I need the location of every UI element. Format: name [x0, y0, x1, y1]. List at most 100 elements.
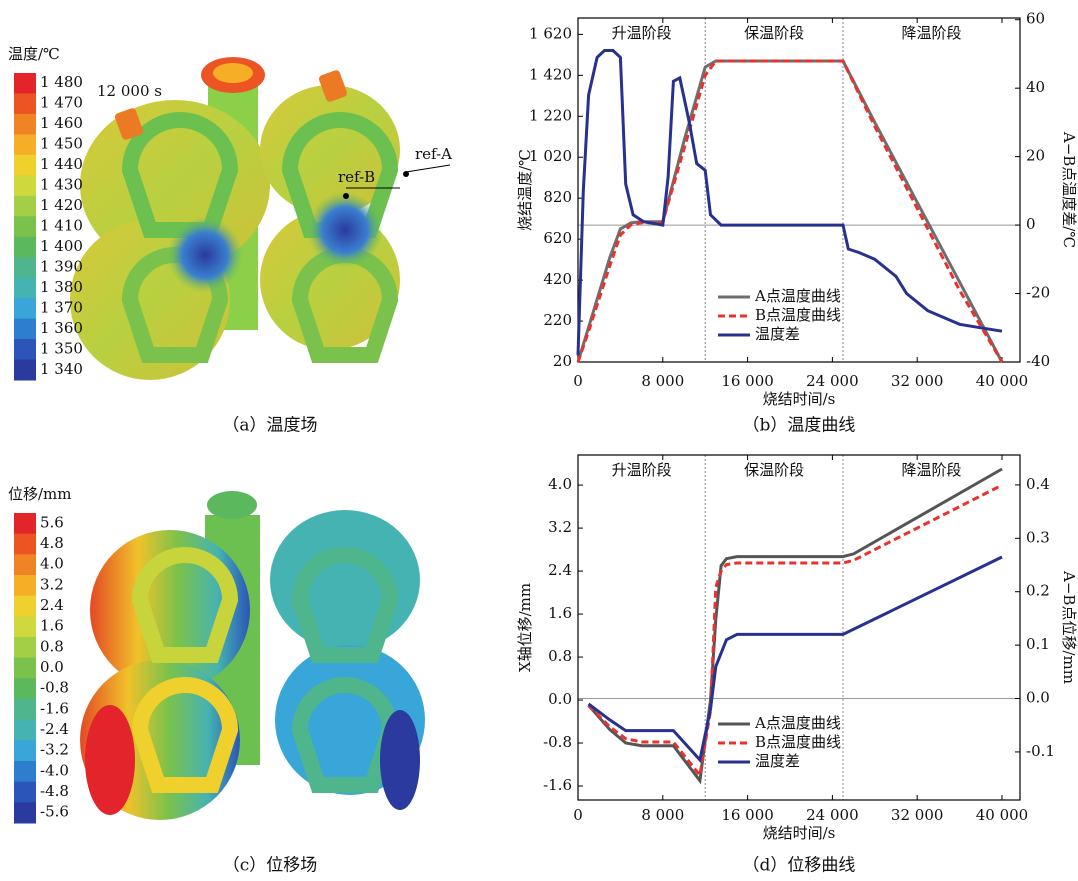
y-tick-label: 220	[543, 311, 572, 329]
colorbar-title: 位移/mm	[8, 485, 72, 503]
x-tick-label: 0	[573, 372, 583, 390]
y-tick-label: 20	[553, 352, 572, 370]
legend-label: A点温度曲线	[754, 714, 841, 732]
y-tick-label: 0.8	[548, 647, 572, 665]
colorbar-tick-label: 1 460	[40, 114, 83, 132]
y-tick-label: -0.8	[543, 733, 572, 751]
colorbar-tick-label: 0.8	[40, 637, 64, 655]
y-tick-label: 4.0	[548, 475, 572, 493]
colorbar-swatch	[14, 678, 36, 699]
colorbar-swatch	[14, 257, 36, 278]
colorbar-swatch	[14, 720, 36, 741]
phase-label: 降温阶段	[901, 24, 961, 42]
colorbar-swatch	[14, 155, 36, 176]
y-tick-label: 1 020	[529, 147, 572, 165]
colorbar-tick-label: 1 410	[40, 217, 83, 235]
colorbar-swatch	[14, 802, 36, 823]
caption: （a）温度场	[222, 416, 317, 436]
y2-tick-label: 0	[1026, 215, 1036, 233]
colorbar-tick-label: 1 470	[40, 94, 83, 112]
colorbar-tick-label: 1 350	[40, 339, 83, 357]
y-axis-title: 烧结温度/℃	[516, 149, 534, 231]
colorbar-swatch	[14, 196, 36, 217]
y2-tick-label: 0.0	[1026, 689, 1050, 707]
colorbar-tick-label: -1.6	[40, 699, 69, 717]
x-tick-label: 0	[573, 806, 583, 824]
phase-label: 升温阶段	[612, 461, 672, 479]
y-tick-label: 820	[543, 188, 572, 206]
y-tick-label: 1 220	[529, 106, 572, 124]
y-tick-label: 3.2	[548, 518, 572, 536]
y2-tick-label: -20	[1026, 284, 1050, 302]
colorbar-swatch	[14, 339, 36, 360]
colorbar-tick-label: 1 340	[40, 360, 83, 378]
y2-tick-label: 0.3	[1026, 528, 1050, 546]
colorbar-tick-label: 4.8	[40, 534, 64, 552]
colorbar-tick-label: 1 430	[40, 176, 83, 194]
colorbar-tick-label: 1 370	[40, 298, 83, 316]
colorbar-swatch	[14, 637, 36, 658]
colorbar-swatch	[14, 596, 36, 617]
y2-tick-label: 0.1	[1026, 635, 1050, 653]
colorbar-swatch	[14, 782, 36, 803]
colorbar-tick-label: -3.2	[40, 741, 69, 759]
colorbar-tick-label: -2.4	[40, 720, 69, 738]
colorbar-title: 温度/℃	[8, 45, 60, 63]
legend-label: B点温度曲线	[755, 733, 841, 751]
y-tick-label: 620	[543, 229, 572, 247]
y2-axis-title: A−B点位移/mm	[1060, 570, 1078, 684]
colorbar-tick-label: 1 480	[40, 73, 83, 91]
x-tick-label: 40 000	[976, 372, 1029, 390]
colorbar-tick-label: 5.6	[40, 513, 64, 531]
colorbar-swatch	[14, 658, 36, 679]
x-tick-label: 24 000	[806, 806, 859, 824]
x-tick-label: 8 000	[641, 806, 684, 824]
legend-label: 温度差	[755, 752, 800, 770]
colorbar-tick-label: 1 380	[40, 278, 83, 296]
x-tick-label: 32 000	[891, 806, 944, 824]
y-tick-label: 0.0	[548, 690, 572, 708]
colorbar-swatch	[14, 360, 36, 381]
x-tick-label: 40 000	[976, 806, 1029, 824]
y-tick-label: 2.4	[548, 561, 572, 579]
y2-tick-label: -40	[1026, 352, 1050, 370]
y-tick-label: -1.6	[543, 776, 572, 794]
x-axis-title: 烧结时间/s	[763, 824, 836, 842]
colorbar-tick-label: 4.0	[40, 555, 64, 573]
y-tick-label: 1 420	[529, 65, 572, 83]
colorbar-tick-label: 0.0	[40, 658, 64, 676]
y2-axis-title: A−B点温度差/℃	[1060, 131, 1078, 248]
x-axis-title: 烧结时间/s	[763, 390, 836, 408]
phase-label: 降温阶段	[901, 461, 961, 479]
caption: （c）位移场	[223, 856, 318, 876]
colorbar-swatch	[14, 740, 36, 761]
colorbar-swatch	[14, 513, 36, 534]
colorbar-swatch	[14, 575, 36, 596]
y-tick-label: 1 620	[529, 24, 572, 42]
colorbar-tick-label: 2.4	[40, 596, 64, 614]
annotation: 12 000 s	[97, 82, 162, 100]
y2-tick-label: 60	[1026, 10, 1045, 28]
colorbar-swatch	[14, 175, 36, 196]
colorbar-tick-label: 1 450	[40, 135, 83, 153]
annotation: ref-B	[338, 168, 375, 186]
displacement-render	[80, 491, 425, 820]
colorbar-swatch	[14, 534, 36, 555]
y-tick-label: 420	[543, 270, 572, 288]
colorbar-swatch	[14, 278, 36, 299]
phase-label: 保温阶段	[744, 461, 804, 479]
colorbar-swatch	[14, 298, 36, 319]
caption: （d）位移曲线	[743, 856, 856, 876]
colorbar-tick-label: 1.6	[40, 617, 64, 635]
colorbar-tick-label: -4.8	[40, 782, 69, 800]
colorbar-tick-label: 3.2	[40, 575, 64, 593]
colorbar-swatch	[14, 73, 36, 94]
colorbar-swatch	[14, 699, 36, 720]
caption: （b）温度曲线	[743, 416, 856, 436]
colorbar-swatch	[14, 134, 36, 155]
colorbar-tick-label: 1 400	[40, 237, 83, 255]
x-tick-label: 24 000	[806, 372, 859, 390]
colorbar-swatch	[14, 554, 36, 575]
y2-tick-label: 40	[1026, 78, 1045, 96]
colorbar-tick-label: 1 390	[40, 257, 83, 275]
